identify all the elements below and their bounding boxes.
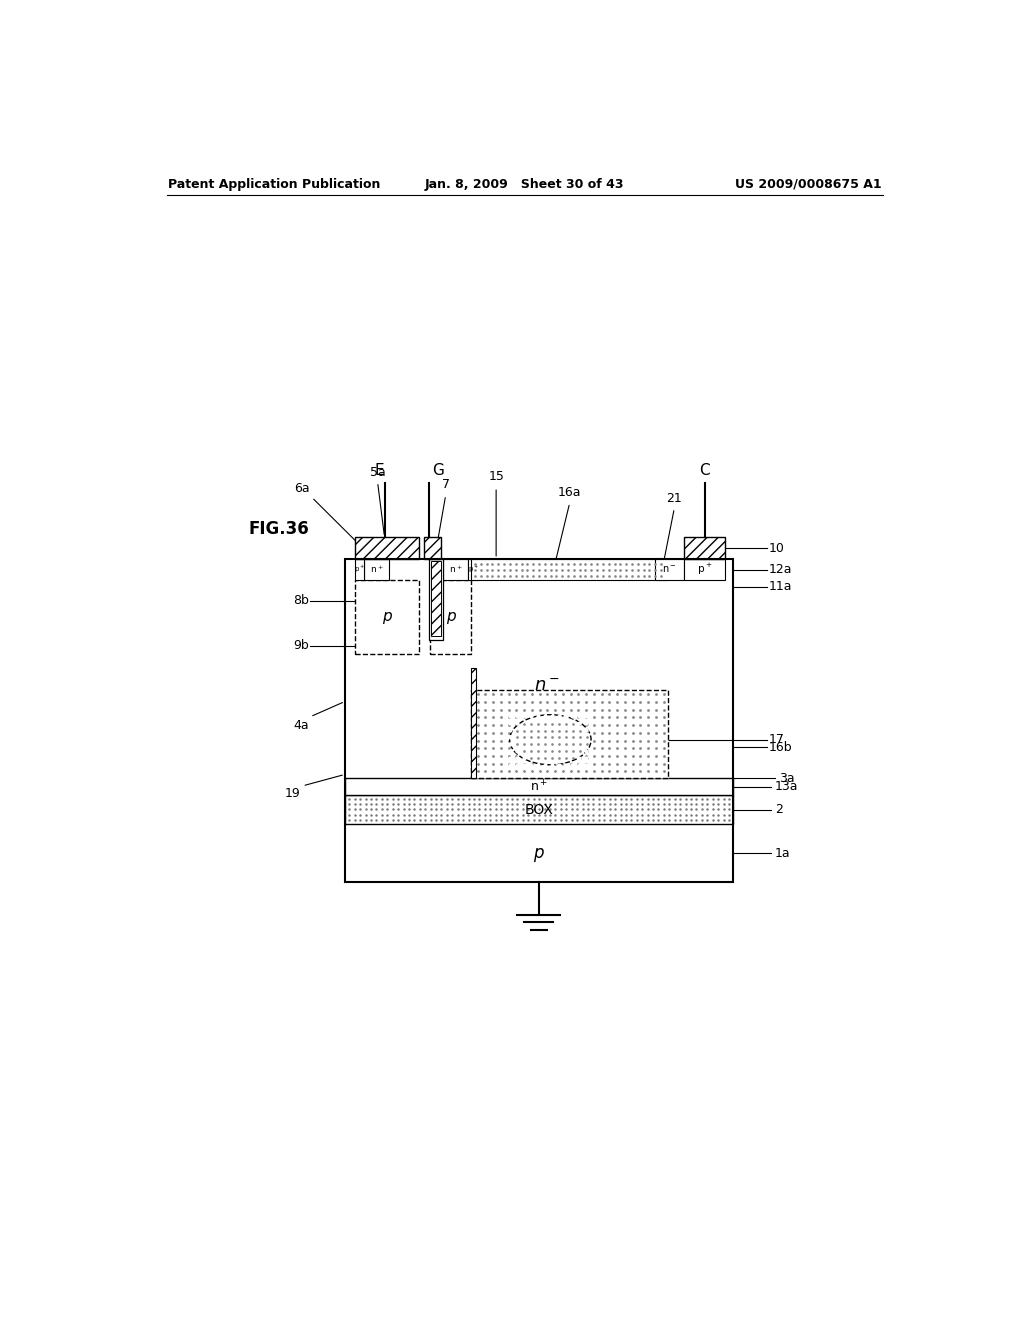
Bar <box>355 581 419 653</box>
Text: Patent Application Publication: Patent Application Publication <box>168 178 381 190</box>
Text: p: p <box>382 610 391 624</box>
Bar <box>345 558 732 882</box>
Text: 16a: 16a <box>558 486 582 499</box>
Bar <box>355 558 365 581</box>
Text: n$^-$: n$^-$ <box>663 564 677 576</box>
Bar <box>345 795 732 825</box>
Bar <box>365 558 389 581</box>
Text: 19: 19 <box>285 788 301 800</box>
Text: 15: 15 <box>488 470 504 483</box>
Text: 3a: 3a <box>779 772 795 785</box>
Text: US 2009/0008675 A1: US 2009/0008675 A1 <box>734 178 882 190</box>
Bar <box>471 558 669 581</box>
Text: 10: 10 <box>769 541 784 554</box>
Text: 5a: 5a <box>370 466 385 479</box>
Text: 4a: 4a <box>293 719 308 733</box>
Text: p: p <box>445 610 456 624</box>
Text: 13a: 13a <box>775 780 799 793</box>
Text: 11a: 11a <box>769 581 793 593</box>
Text: E: E <box>375 463 384 478</box>
Bar <box>355 537 419 558</box>
Bar <box>684 537 725 558</box>
Bar <box>471 668 476 779</box>
Text: 21: 21 <box>667 492 682 506</box>
Bar <box>345 825 732 882</box>
Ellipse shape <box>510 714 591 764</box>
Text: 16b: 16b <box>769 741 793 754</box>
Text: 8b: 8b <box>293 594 308 607</box>
Text: p$^+$: p$^+$ <box>697 562 713 577</box>
Text: p$^+$: p$^+$ <box>468 564 479 576</box>
Text: G: G <box>432 463 444 478</box>
Text: 17: 17 <box>769 733 784 746</box>
Text: FIG.36: FIG.36 <box>248 520 309 539</box>
Bar <box>424 537 441 558</box>
Bar <box>442 558 468 581</box>
Text: 1a: 1a <box>775 847 791 859</box>
Text: C: C <box>699 463 710 478</box>
Text: 2: 2 <box>775 804 783 816</box>
Text: n$^+$: n$^+$ <box>370 564 384 576</box>
Text: Jan. 8, 2009   Sheet 30 of 43: Jan. 8, 2009 Sheet 30 of 43 <box>425 178 625 190</box>
Text: BOX: BOX <box>524 803 553 817</box>
Bar <box>684 558 725 581</box>
Text: 7: 7 <box>441 478 450 491</box>
Text: p$^+$: p$^+$ <box>354 564 366 576</box>
Text: 9b: 9b <box>293 639 308 652</box>
Bar <box>655 558 684 581</box>
Bar <box>471 690 669 779</box>
Bar <box>345 779 732 795</box>
Bar <box>431 561 440 636</box>
Bar <box>468 558 478 581</box>
Text: n$^+$: n$^+$ <box>449 564 462 576</box>
Text: p: p <box>534 845 544 862</box>
Text: 6a: 6a <box>294 482 309 495</box>
Text: n$^-$: n$^-$ <box>534 677 559 696</box>
Text: 12a: 12a <box>769 564 793 576</box>
Bar <box>429 558 442 640</box>
Text: n$^+$: n$^+$ <box>529 779 548 795</box>
Bar <box>430 581 471 653</box>
